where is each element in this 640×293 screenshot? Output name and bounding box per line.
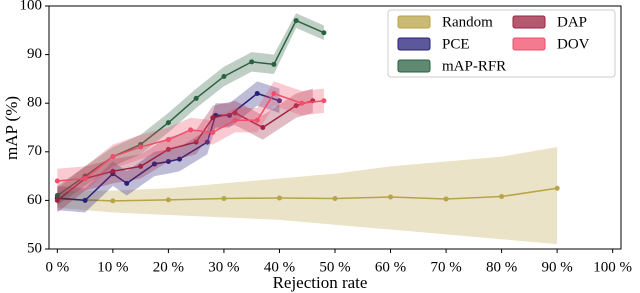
data-point (210, 115, 216, 121)
data-point (138, 144, 144, 150)
legend-swatch (397, 15, 431, 29)
data-point (54, 197, 60, 203)
y-tick-label: 60 (27, 192, 42, 208)
series-line (57, 92, 324, 182)
data-point (177, 156, 183, 162)
data-point (110, 168, 116, 174)
data-point (165, 120, 171, 126)
data-point (276, 195, 282, 201)
series-line (57, 187, 558, 202)
x-tick-label: 30 % (208, 259, 239, 275)
legend-swatch (397, 37, 431, 51)
legend: Random PCE mAP-RFR DAP DOV (387, 9, 616, 78)
data-point (165, 137, 171, 143)
x-tick-label: 80 % (486, 259, 517, 275)
data-point (82, 197, 88, 203)
data-point (260, 125, 266, 130)
data-point (110, 154, 116, 160)
data-point (232, 110, 238, 116)
data-point (299, 100, 305, 106)
legend-label: mAP-RFR (442, 58, 506, 74)
y-axis-title: mAP (%) (2, 96, 21, 160)
y-tick-label: 80 (27, 95, 42, 111)
data-point (271, 90, 277, 96)
y-tick-label: 90 (27, 46, 42, 62)
x-tick-label: 90 % (542, 259, 573, 275)
legend-label: PCE (442, 36, 470, 52)
legend-label: DAP (557, 14, 587, 30)
x-tick-label: 0 % (45, 259, 69, 275)
x-axis-title: Rejection rate (273, 273, 368, 292)
legend-label: DOV (557, 36, 590, 52)
data-point (276, 98, 282, 104)
data-point (388, 194, 394, 200)
data-point (152, 161, 158, 167)
legend-swatch (512, 15, 546, 29)
x-tick-label: 50 % (319, 259, 350, 275)
confidence-band (57, 13, 324, 206)
data-point (54, 178, 60, 184)
data-point (232, 117, 238, 123)
data-point (210, 129, 216, 135)
data-point (249, 59, 255, 65)
data-point (193, 139, 199, 145)
x-tick-label: 10 % (97, 259, 128, 275)
data-point (165, 159, 171, 165)
confidence-band (57, 146, 558, 245)
data-point (321, 30, 327, 36)
x-tick-label: 40 % (264, 259, 295, 275)
data-point (271, 61, 277, 67)
data-point (499, 194, 505, 200)
y-tick-label: 50 (27, 240, 42, 256)
data-point (554, 185, 560, 191)
data-point (82, 176, 88, 182)
x-tick-label: 70 % (430, 259, 461, 275)
y-tick-label: 100 (20, 0, 43, 13)
data-point (193, 95, 199, 101)
legend-label: Random (442, 14, 493, 30)
y-tick-label: 70 (27, 143, 42, 159)
data-point (124, 180, 130, 186)
data-point (293, 103, 299, 109)
data-point (188, 127, 194, 133)
confidence-band (57, 81, 280, 213)
confidence-band (57, 81, 324, 194)
x-tick-label: 60 % (375, 259, 406, 275)
data-point (165, 146, 171, 152)
data-point (332, 195, 338, 201)
data-point (165, 197, 171, 203)
data-point (54, 193, 60, 199)
data-point (204, 139, 210, 145)
x-tick-label: 100 % (593, 259, 632, 275)
data-point (221, 195, 227, 201)
data-point (321, 98, 327, 104)
data-point (221, 73, 227, 79)
x-tick-label: 20 % (153, 259, 184, 275)
data-point (138, 163, 144, 169)
data-point (293, 18, 299, 24)
data-point (254, 90, 260, 96)
legend-swatch (512, 37, 546, 51)
plot-frame (48, 5, 622, 250)
data-point (254, 117, 260, 123)
legend-box (387, 9, 616, 78)
data-point (443, 196, 449, 202)
legend-swatch (397, 59, 431, 73)
data-point (110, 198, 116, 204)
